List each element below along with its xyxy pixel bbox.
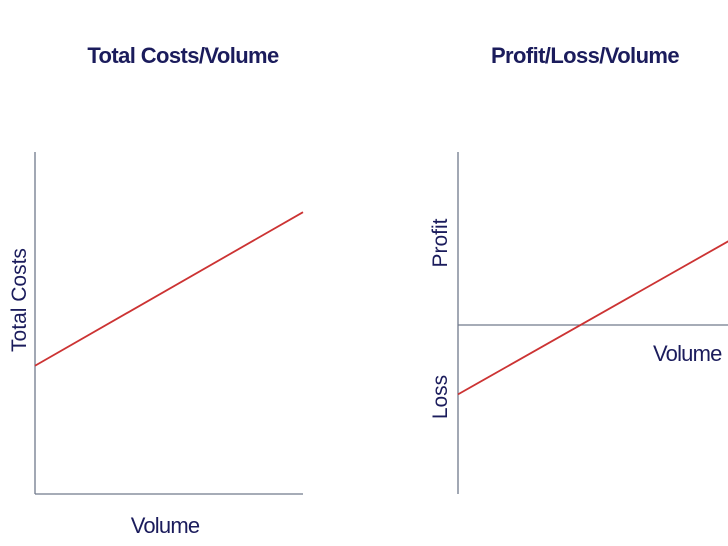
series-line-total-costs bbox=[34, 211, 304, 367]
series-line-profit-loss bbox=[457, 240, 728, 396]
y-axis-label-profit: Profit bbox=[429, 218, 452, 267]
profit-loss-chart: Profit/Loss/Volume Profit Loss Volume bbox=[429, 43, 728, 494]
total-costs-chart: Total Costs/Volume Total Costs Volume bbox=[8, 43, 304, 538]
x-axis-label-total-costs: Volume bbox=[131, 513, 200, 538]
chart-title-profit-loss: Profit/Loss/Volume bbox=[491, 43, 679, 68]
y-axis-label-loss: Loss bbox=[429, 375, 452, 419]
y-axis-label-total-costs: Total Costs bbox=[8, 248, 31, 352]
x-axis-label-profit-loss: Volume bbox=[653, 341, 722, 366]
chart-title-total-costs: Total Costs/Volume bbox=[87, 43, 279, 68]
